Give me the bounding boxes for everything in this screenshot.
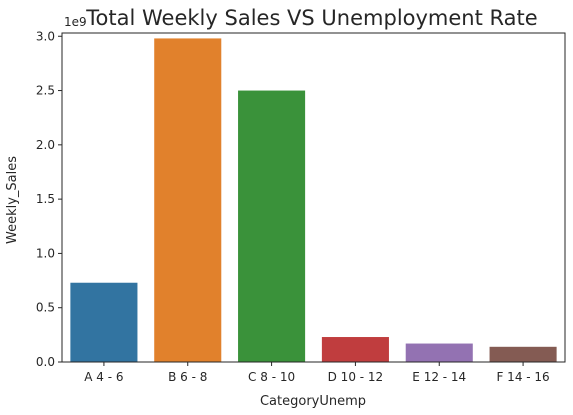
y-axis-ticks: 0.0 0.5 1.0 1.5 2.0 2.5 3.0 bbox=[36, 29, 62, 369]
bar-3 bbox=[238, 90, 306, 362]
bar-5 bbox=[405, 343, 473, 362]
y-tick-label: 2.0 bbox=[36, 138, 55, 152]
y-axis-label: Weekly_Sales bbox=[5, 156, 20, 244]
x-tick-label: F 14 - 16 bbox=[496, 370, 549, 384]
bar-6 bbox=[489, 346, 557, 362]
bars-group bbox=[70, 38, 557, 362]
x-axis-label: CategoryUnemp bbox=[260, 394, 366, 409]
y-tick-label: 2.5 bbox=[36, 84, 55, 98]
plot-frame bbox=[61, 32, 566, 363]
bar-4 bbox=[321, 337, 389, 362]
y-tick-label: 0.5 bbox=[36, 301, 55, 315]
x-tick-label: A 4 - 6 bbox=[84, 370, 123, 384]
x-tick-label: D 10 - 12 bbox=[328, 370, 384, 384]
x-tick-label: E 12 - 14 bbox=[412, 370, 466, 384]
x-tick-label: C 8 - 10 bbox=[248, 370, 295, 384]
y-tick-label: 1.5 bbox=[36, 192, 55, 206]
chart-title: Total Weekly Sales VS Unemployment Rate bbox=[85, 6, 537, 30]
y-tick-label: 1.0 bbox=[36, 246, 55, 260]
y-tick-label: 3.0 bbox=[36, 29, 55, 43]
bar-2 bbox=[154, 38, 222, 362]
x-axis-ticks: A 4 - 6 B 6 - 8 C 8 - 10 D 10 - 12 E 12 - 14… bbox=[84, 362, 550, 384]
y-tick-label: 0.0 bbox=[36, 355, 55, 369]
bar-1 bbox=[70, 282, 138, 362]
y-offset-label: 1e9 bbox=[64, 15, 87, 29]
x-tick-label: B 6 - 8 bbox=[168, 370, 207, 384]
